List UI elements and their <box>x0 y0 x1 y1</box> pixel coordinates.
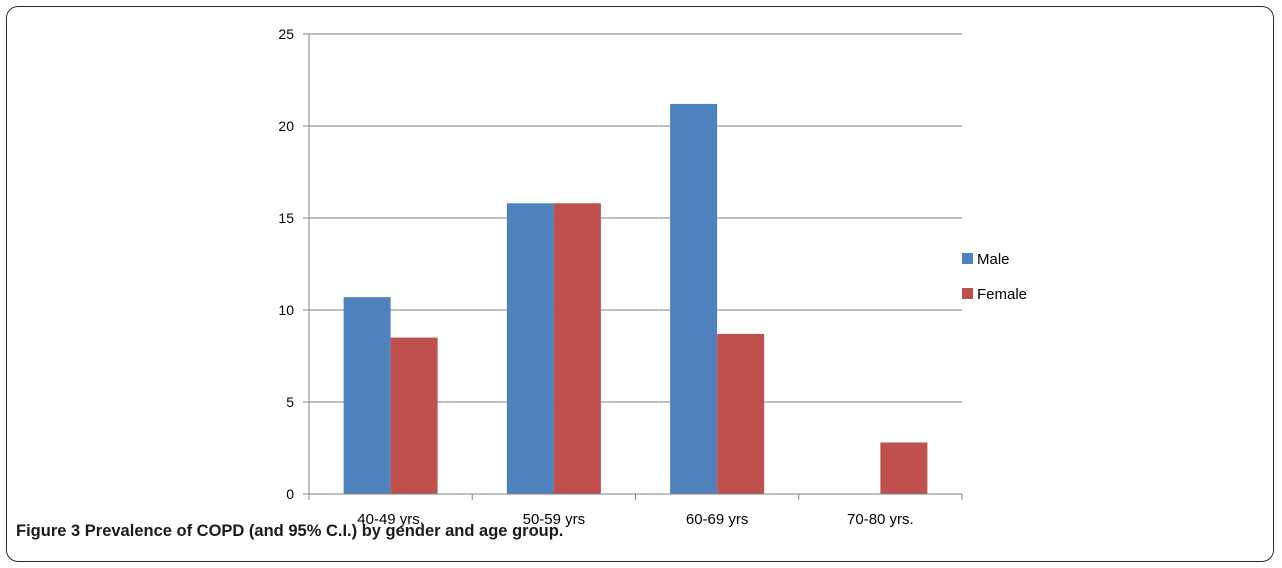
bar-female-1 <box>390 337 438 494</box>
figure-caption-text: Prevalence of COPD (and 95% C.I.) by gen… <box>84 522 564 540</box>
legend-label-female: Female <box>977 286 1027 303</box>
y-tick-label: 0 <box>286 486 294 502</box>
y-tick-label: 20 <box>278 118 294 134</box>
bar-male-2 <box>506 203 554 494</box>
y-tick-label: 5 <box>286 394 294 410</box>
y-tick-label: 10 <box>278 302 294 318</box>
y-tick-label: 15 <box>278 210 294 226</box>
bar-male-3 <box>670 103 718 495</box>
x-tick-label: 70-80 yrs. <box>847 511 914 528</box>
legend-label-male: Male <box>977 251 1010 268</box>
x-tick-label: 60-69 yrs <box>686 511 749 528</box>
bar-female-4 <box>880 442 928 494</box>
y-tick-label: 25 <box>278 26 294 42</box>
legend: Male Female <box>962 251 1027 303</box>
axes: 0 5 10 15 20 25 40-49 yrs. 50-59 yrs 60-69 yrs 70… <box>278 26 963 528</box>
x-tick-label: 40-49 yrs. <box>357 511 424 528</box>
figure-label: Figure 3 <box>16 522 81 540</box>
bar-female-3 <box>717 333 765 494</box>
bars <box>343 103 928 495</box>
bar-male-1 <box>343 297 391 494</box>
bar-female-2 <box>553 203 601 494</box>
legend-swatch-male <box>962 253 973 264</box>
figure-caption: Figure 3 Prevalence of COPD (and 95% C.I… <box>16 522 563 541</box>
figure-frame <box>6 6 1274 562</box>
legend-swatch-female <box>962 288 973 299</box>
x-tick-label: 50-59 yrs <box>523 511 586 528</box>
